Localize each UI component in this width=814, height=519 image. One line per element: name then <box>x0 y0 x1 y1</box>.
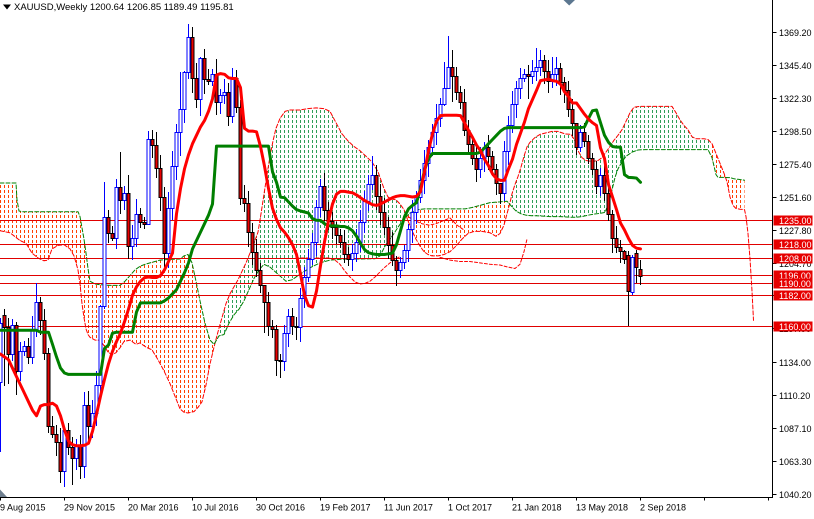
svg-text:30 Oct 2016: 30 Oct 2016 <box>256 503 305 513</box>
svg-text:1134.00: 1134.00 <box>779 358 811 368</box>
svg-text:13 May 2018: 13 May 2018 <box>576 503 628 513</box>
svg-text:1235.00: 1235.00 <box>779 216 812 226</box>
svg-text:21 Jan 2018: 21 Jan 2018 <box>512 503 562 513</box>
svg-text:10 Jul 2016: 10 Jul 2016 <box>192 503 239 513</box>
svg-text:1322.30: 1322.30 <box>779 94 812 104</box>
svg-text:1 Oct 2017: 1 Oct 2017 <box>448 503 492 513</box>
svg-text:1160.00: 1160.00 <box>779 322 811 332</box>
svg-text:1196.00: 1196.00 <box>779 271 811 281</box>
svg-text:19 Feb 2017: 19 Feb 2017 <box>320 503 371 513</box>
svg-text:1298.50: 1298.50 <box>779 127 812 137</box>
svg-text:29 Nov 2015: 29 Nov 2015 <box>64 503 115 513</box>
svg-text:2 Sep 2018: 2 Sep 2018 <box>640 503 686 513</box>
svg-text:1345.40: 1345.40 <box>779 61 812 71</box>
svg-text:20 Mar 2016: 20 Mar 2016 <box>128 503 179 513</box>
svg-text:9 Aug 2015: 9 Aug 2015 <box>0 503 46 513</box>
svg-text:1110.20: 1110.20 <box>779 391 810 401</box>
svg-text:1227.80: 1227.80 <box>779 226 812 236</box>
svg-text:1369.20: 1369.20 <box>779 28 812 38</box>
svg-text:1182.00: 1182.00 <box>779 291 811 301</box>
svg-text:1204.70: 1204.70 <box>779 259 812 269</box>
svg-text:1063.30: 1063.30 <box>779 457 812 467</box>
svg-text:1208.00: 1208.00 <box>779 254 812 264</box>
svg-text:1218.00: 1218.00 <box>779 240 812 250</box>
svg-text:1087.10: 1087.10 <box>779 424 812 434</box>
svg-text:1190.00: 1190.00 <box>779 279 811 289</box>
svg-text:1040.20: 1040.20 <box>779 490 812 500</box>
svg-text:1275.40: 1275.40 <box>779 160 812 170</box>
svg-text:1251.60: 1251.60 <box>779 193 812 203</box>
svg-text:XAUUSD,Weekly 1200.64 1206.85: XAUUSD,Weekly 1200.64 1206.85 1189.49 11… <box>14 2 234 13</box>
svg-text:11 Jun 2017: 11 Jun 2017 <box>384 503 433 513</box>
